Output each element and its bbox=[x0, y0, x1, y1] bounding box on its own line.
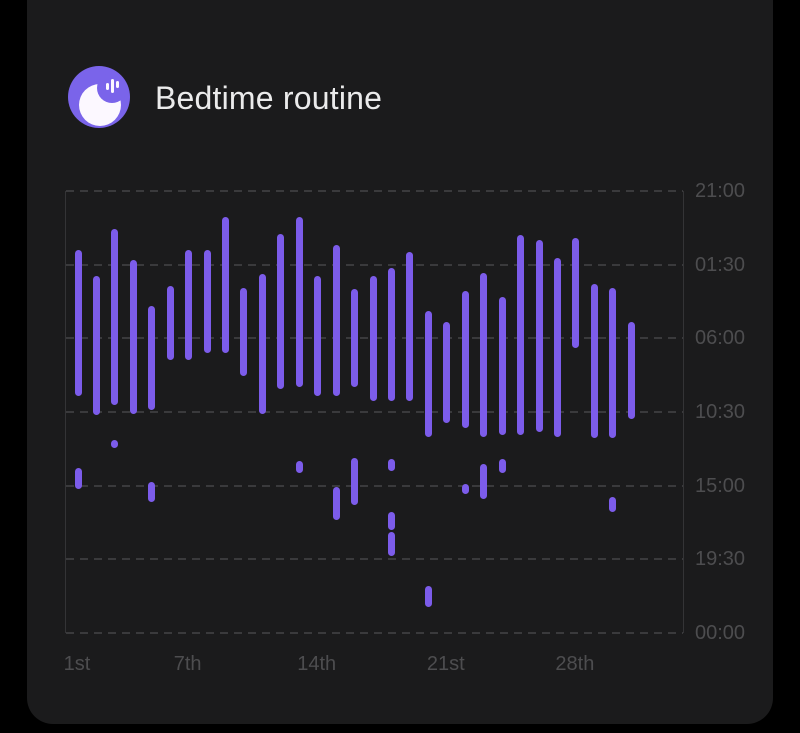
y-axis-label: 15:00 bbox=[695, 474, 746, 497]
y-axis-label: 00:00 bbox=[695, 622, 746, 644]
sleep-bar-day-11 bbox=[258, 274, 266, 414]
sleep-bar-day-3 bbox=[111, 228, 119, 406]
sleep-bar-day-15 bbox=[332, 245, 340, 396]
gridline bbox=[66, 484, 683, 487]
sleep-bar-day-13 bbox=[295, 217, 303, 388]
sleep-bar-day-22 bbox=[461, 290, 469, 429]
y-axis-label: 19:30 bbox=[695, 548, 746, 571]
sleep-bar-day-4 bbox=[129, 259, 137, 414]
sleep-bar-day-6 bbox=[166, 285, 174, 360]
sleep-bar-day-22 bbox=[461, 484, 469, 494]
sleep-bar-day-29 bbox=[590, 284, 598, 439]
page-title: Bedtime routine bbox=[155, 80, 383, 116]
sleep-bar-day-2 bbox=[92, 276, 100, 416]
sleep-bar-day-24 bbox=[498, 459, 506, 473]
sleep-bar-day-14 bbox=[314, 276, 322, 396]
gridline bbox=[66, 558, 683, 561]
sleep-bar-day-19 bbox=[406, 251, 414, 401]
sleep-bar-day-20 bbox=[424, 585, 432, 607]
sleep-bar-day-25 bbox=[517, 235, 525, 435]
sleep-bar-day-23 bbox=[480, 464, 488, 499]
sleep-bar-day-26 bbox=[535, 240, 543, 432]
x-axis-label: 1st bbox=[63, 653, 91, 675]
sleep-bar-day-8 bbox=[203, 249, 211, 354]
sleep-bar-day-18 bbox=[387, 267, 395, 401]
sleep-bar-day-27 bbox=[553, 258, 561, 437]
sleep-bar-day-5 bbox=[148, 305, 156, 411]
sleep-bar-day-5 bbox=[148, 482, 156, 503]
sleep-bar-day-31 bbox=[627, 321, 635, 419]
sleep-bar-day-23 bbox=[480, 272, 488, 437]
bedtime-moon-icon bbox=[68, 66, 130, 128]
y-axis-label: 21:00 bbox=[695, 180, 746, 202]
sleep-bar-day-16 bbox=[351, 457, 359, 506]
sleep-bar-day-10 bbox=[240, 287, 248, 376]
gridline bbox=[66, 411, 683, 413]
sleep-bar-day-1 bbox=[74, 467, 82, 489]
sleep-bar-day-7 bbox=[185, 249, 193, 360]
x-axis-label: 21st bbox=[426, 653, 465, 675]
sleep-bar-day-30 bbox=[609, 497, 617, 512]
x-axis-label: 7th bbox=[173, 653, 202, 675]
x-axis-label: 28th bbox=[555, 653, 595, 675]
sleep-bar-day-18 bbox=[387, 459, 395, 471]
sleep-wave-icon bbox=[111, 79, 114, 93]
y-axis-label: 06:00 bbox=[695, 327, 746, 350]
x-axis-label: 14th bbox=[297, 653, 337, 675]
gridline bbox=[66, 263, 683, 266]
y-axis-label: 01:30 bbox=[695, 253, 746, 276]
gridline bbox=[66, 190, 683, 192]
sleep-bar-day-13 bbox=[295, 461, 303, 473]
sleep-bar-day-21 bbox=[443, 321, 451, 424]
bedtime-chart-plot[interactable] bbox=[65, 190, 684, 634]
sleep-bar-day-1 bbox=[74, 249, 82, 396]
sleep-bar-day-15 bbox=[332, 487, 340, 521]
sleep-bar-day-17 bbox=[369, 276, 377, 401]
sleep-bar-day-3 bbox=[111, 439, 119, 448]
sleep-wave-icon bbox=[106, 83, 109, 90]
sleep-bar-day-12 bbox=[277, 233, 285, 390]
sleep-bar-day-28 bbox=[572, 238, 580, 349]
sleep-bar-day-16 bbox=[351, 289, 359, 388]
y-axis-label: 10:30 bbox=[695, 401, 746, 423]
sleep-wave-icon bbox=[116, 81, 119, 88]
sleep-bar-day-30 bbox=[609, 287, 617, 439]
sleep-bar-day-24 bbox=[498, 297, 506, 435]
gridline bbox=[66, 632, 683, 634]
sleep-bar-day-18 bbox=[387, 531, 395, 557]
sleep-bar-day-18 bbox=[387, 511, 395, 530]
sleep-bar-day-20 bbox=[424, 310, 432, 437]
sleep-bar-day-9 bbox=[222, 217, 230, 354]
